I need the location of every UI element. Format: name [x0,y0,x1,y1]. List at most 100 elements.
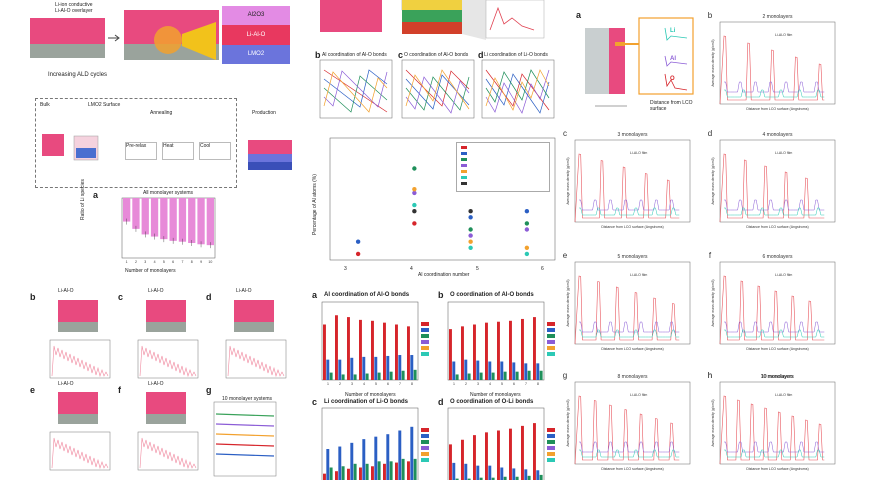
bb-bar-1-0-2 [347,317,350,380]
ct-line-1-0 [405,69,470,107]
workflow-box [35,98,237,188]
bb-bar-2-0-2 [473,324,476,380]
bb-legend-2-4 [547,346,555,350]
scatter-legend-swatch-5 [461,176,467,179]
bb-bar-2-1-0 [452,361,456,380]
rp-xlabel-0: Distance from LCO surface (Angstroms) [746,107,808,111]
left-bar-8 [197,198,205,245]
bb-bar-3-2-3 [365,463,369,480]
center-top-title-3: Li coordination of Li-O bonds [484,52,548,58]
left-bar-6 [178,198,187,242]
rp-li-line-0 [724,89,825,98]
bb-tick-1-0: 1 [327,382,329,386]
anneal-step-3-label: Cool [200,143,211,149]
panel-letter-d: d [206,292,212,302]
rp-li-line-3 [579,329,680,338]
scatter-point-2 [412,166,417,171]
bottom-title-4: O coordination of O-Li bonds [450,399,534,405]
bb-bar-2-2-7 [539,370,543,380]
bb-bar-4-0-2 [473,435,476,480]
rp-film-2: Li-Al-O film [775,151,792,155]
scatter-point-9 [468,227,473,232]
bb-frame-4 [447,407,545,480]
small-slab-bottom-1 [146,322,186,332]
bb-bar-3-0-3 [359,467,362,480]
bb-legend-3-5 [421,458,429,462]
bb-bar-4-2-0 [455,478,459,480]
center-top-strip [320,0,545,40]
bb-bar-1-2-6 [401,370,405,380]
bb-tick-2-7: 8 [537,382,539,386]
small-plot-line-1 [139,345,197,378]
bb-bar-2-1-5 [512,362,516,380]
small-plot-frame-4 [137,431,199,471]
bb-bar-1-2-5 [389,371,393,380]
right-letter-a: a [576,10,582,20]
ct-line-0-3 [323,70,388,108]
scatter-legend-swatch-2 [461,158,467,161]
small-plot-line-3 [51,437,109,470]
bb-bar-1-2-1 [341,374,345,380]
ct-line-1-4 [405,69,470,110]
ct-line-0-1 [323,69,388,108]
bb-frame-2 [447,301,545,381]
rp-title-2: 4 monolayers [762,132,793,138]
bb-bar-2-1-4 [500,361,504,380]
rp-frame-4 [719,261,836,345]
bb-bar-3-1-0 [326,449,330,480]
bb-legend-1-2 [421,334,429,338]
center-top-title-1: Al coordination of Al-O bonds [322,52,387,58]
rp-frame-5 [574,381,691,465]
center-top-letter-d: d [478,50,484,60]
scatter-legend-swatch-6 [461,182,467,185]
rp-frame-3 [574,261,691,345]
bb-bar-4-1-1 [464,463,468,480]
left-bar-xlabel: Number of monolayers [125,268,176,274]
bb-bar-3-1-7 [410,426,414,480]
bottom-xlabel-1: Number of monolayers [345,392,396,398]
bb-bar-3-1-5 [386,434,390,480]
right-schematic [585,17,694,107]
bottom-title-1: Al coordination of Al-O bonds [324,292,410,298]
bb-legend-3-4 [421,452,429,456]
left-bar-title: All monolayer systems [142,190,193,196]
scatter-point-16 [524,221,530,226]
bb-bar-1-0-3 [359,319,362,380]
bb-bar-3-0-0 [323,473,326,480]
small-title-5: Li-Al-O [148,381,164,387]
scatter-point-17 [524,227,530,232]
scatter-point-4 [412,187,417,192]
ct-line-2-1 [485,73,550,114]
small-plot-frame-2 [225,339,287,379]
workflow-bulk: Bulk [40,102,50,108]
rp-film-6: Li-Al-O film [775,393,792,397]
bb-bar-3-0-2 [347,468,350,480]
small-slab-top-2 [234,300,274,322]
left-bar-tick-3: 4 [154,260,156,264]
rp-letter-h: h [708,371,712,380]
ten-ml-band-2 [215,433,275,437]
bb-bar-4-1-4 [500,467,504,480]
bb-bar-4-2-1 [467,478,471,480]
bb-bar-2-1-3 [488,361,492,380]
small-plot-line-2 [227,345,285,378]
rp-letter-5: g [563,371,567,380]
scatter-point-19 [524,251,530,257]
bb-bar-1-0-4 [371,320,374,380]
bb-bar-4-0-3 [485,432,488,480]
scatter-point-1 [355,239,361,244]
rp-al-line-1 [579,199,680,211]
panel-letter-b: b [30,292,36,302]
ct-line-2-3 [485,69,550,114]
bb-bar-4-1-2 [476,465,480,480]
bb-bar-1-2-2 [353,374,357,380]
left-bar-tick-4: 5 [163,260,165,264]
scatter-legend-swatch-3 [461,164,467,167]
rp-title-1: 3 monolayers [617,132,648,138]
bb-bar-3-2-2 [353,463,357,480]
bb-bar-3-1-4 [374,436,378,480]
top-caption: Li-ion conductive Li-Al-O overlayer [55,2,93,14]
scatter-chart [329,137,556,261]
